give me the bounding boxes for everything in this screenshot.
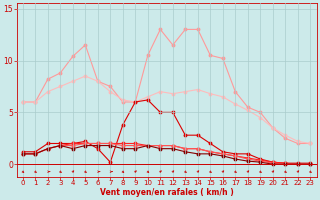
X-axis label: Vent moyen/en rafales ( km/h ): Vent moyen/en rafales ( km/h ) [100, 188, 233, 197]
